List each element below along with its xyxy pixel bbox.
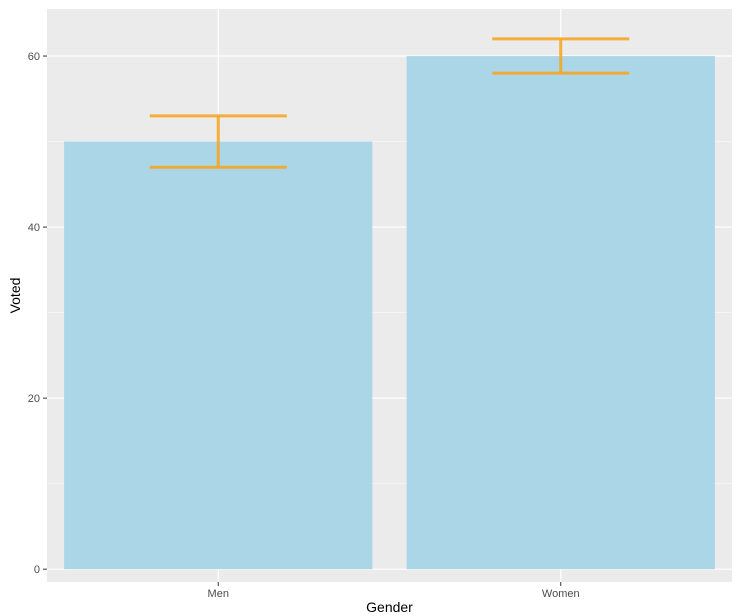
x-axis: Men Women [208,582,580,600]
bars [64,56,715,570]
bar-men [64,141,373,570]
x-tick-label-women: Women [542,588,580,600]
bar-women [406,56,715,570]
x-tick-label-men: Men [208,588,229,600]
x-axis-title: Gender [366,599,413,615]
y-axis: 0 20 40 60 [28,51,47,576]
y-tick-label: 0 [34,564,40,576]
error-bars [149,37,630,169]
error-bar-men [149,114,287,169]
y-tick-label: 20 [28,393,40,405]
error-bar-women [492,37,630,75]
y-tick-label: 60 [28,51,40,63]
y-tick-label: 40 [28,222,40,234]
y-axis-title: Voted [7,278,23,314]
